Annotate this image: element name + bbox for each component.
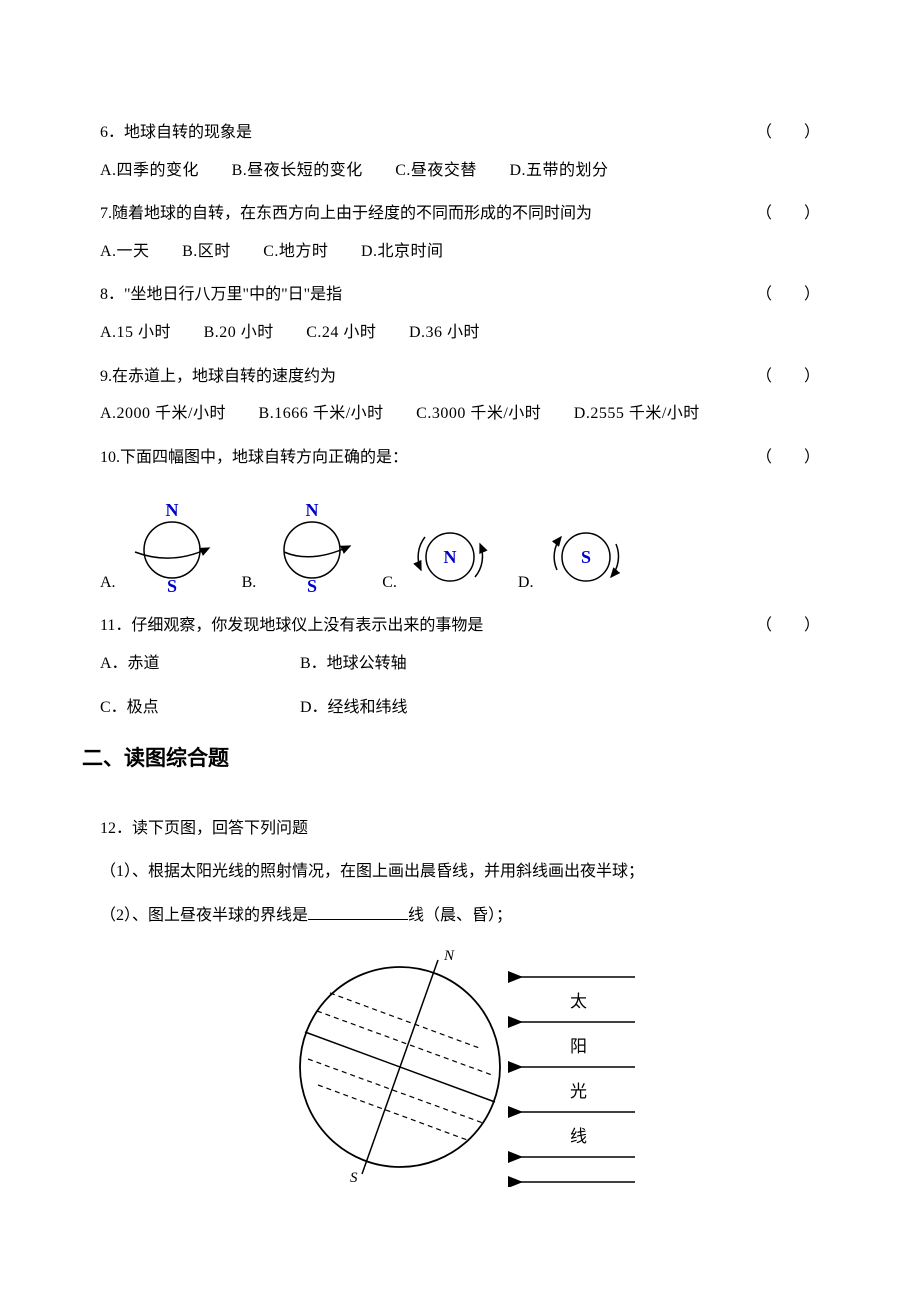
q7-opt-b[interactable]: B.区时 <box>182 243 231 260</box>
pole-s-label: S <box>167 576 177 595</box>
q12-diagram-wrap: N S 太 阳 光 线 <box>100 947 820 1187</box>
q6-row: 6．地球自转的现象是 （ ） <box>100 120 820 146</box>
q10-label-b: B. <box>242 570 257 596</box>
q12-sub1: （1）、根据太阳光线的照射情况，在图上画出晨昏线，并用斜线画出夜半球； <box>100 859 820 885</box>
q10-opt-d-wrap[interactable]: D. S <box>518 515 635 595</box>
q12-sub2-pre: （2）、图上昼夜半球的界线是 <box>100 907 308 924</box>
q12-sub2-post: 线（晨、昏）； <box>408 907 512 924</box>
q9-opt-c[interactable]: C.3000 千米/小时 <box>416 405 541 422</box>
q10-label-a: A. <box>100 570 116 596</box>
q8-options: A.15 小时 B.20 小时 C.24 小时 D.36 小时 <box>100 320 820 346</box>
q11-options-row2: C．极点 D．经线和纬线 <box>100 695 820 721</box>
q6-opt-a[interactable]: A.四季的变化 <box>100 162 199 179</box>
q9-options: A.2000 千米/小时 B.1666 千米/小时 C.3000 千米/小时 D… <box>100 401 820 427</box>
q10-opt-a-wrap[interactable]: A. N S <box>100 500 222 595</box>
globe-side-a-icon: N S <box>122 500 222 595</box>
pole-n-label: N <box>306 500 319 520</box>
q10-opt-b-wrap[interactable]: B. N S <box>242 500 363 595</box>
pole-n-center: N <box>443 547 456 567</box>
globe-side-b-icon: N S <box>262 500 362 595</box>
q8-opt-d[interactable]: D.36 小时 <box>409 324 480 341</box>
section2-heading: 二、读图综合题 <box>82 742 820 776</box>
q12-text: 12．读下页图，回答下列问题 <box>100 816 820 842</box>
q8-text: 8．"坐地日行八万里"中的"日"是指 <box>100 282 736 308</box>
q6-paren[interactable]: （ ） <box>756 120 820 146</box>
q10-diagram-row: A. N S B. N S C. N D. <box>100 500 820 595</box>
q9-row: 9.在赤道上，地球自转的速度约为 （ ） <box>100 364 820 390</box>
q12-sub2: （2）、图上昼夜半球的界线是 线（晨、昏）； <box>100 903 820 929</box>
q7-text: 7.随着地球的自转，在东西方向上由于经度的不同而形成的不同时间为 <box>100 201 736 227</box>
q8-opt-c[interactable]: C.24 小时 <box>306 324 376 341</box>
fill-blank[interactable] <box>308 904 408 920</box>
sun-char-2: 阳 <box>570 1037 587 1056</box>
q7-paren[interactable]: （ ） <box>756 201 820 227</box>
q7-row: 7.随着地球的自转，在东西方向上由于经度的不同而形成的不同时间为 （ ） <box>100 201 820 227</box>
q11-paren[interactable]: （ ） <box>756 613 820 639</box>
globe-top-n-icon: N <box>403 515 498 595</box>
pole-n-label: N <box>165 500 178 520</box>
q6-options: A.四季的变化 B.昼夜长短的变化 C.昼夜交替 D.五带的划分 <box>100 158 820 184</box>
pole-s-label: S <box>307 576 317 595</box>
pole-s-center: S <box>581 547 591 567</box>
q10-paren[interactable]: （ ） <box>756 445 820 471</box>
q10-opt-c-wrap[interactable]: C. N <box>382 515 498 595</box>
q11-opt-b[interactable]: B．地球公转轴 <box>300 651 500 677</box>
q6-opt-d[interactable]: D.五带的划分 <box>509 162 608 179</box>
q9-text: 9.在赤道上，地球自转的速度约为 <box>100 364 736 390</box>
q9-paren[interactable]: （ ） <box>756 364 820 390</box>
q8-opt-a[interactable]: A.15 小时 <box>100 324 171 341</box>
q9-opt-a[interactable]: A.2000 千米/小时 <box>100 405 226 422</box>
q10-text: 10.下面四幅图中，地球自转方向正确的是： <box>100 445 736 471</box>
q6-opt-b[interactable]: B.昼夜长短的变化 <box>232 162 363 179</box>
sun-char-4: 线 <box>570 1127 587 1146</box>
earth-sunlight-diagram-icon: N S 太 阳 光 线 <box>270 947 650 1187</box>
q10-row: 10.下面四幅图中，地球自转方向正确的是： （ ） <box>100 445 820 471</box>
q7-opt-a[interactable]: A.一天 <box>100 243 150 260</box>
q9-opt-b[interactable]: B.1666 千米/小时 <box>259 405 384 422</box>
q8-paren[interactable]: （ ） <box>756 282 820 308</box>
globe-top-s-icon: S <box>539 515 634 595</box>
q8-row: 8．"坐地日行八万里"中的"日"是指 （ ） <box>100 282 820 308</box>
q6-text: 6．地球自转的现象是 <box>100 120 736 146</box>
q7-opt-d[interactable]: D.北京时间 <box>361 243 444 260</box>
sun-char-3: 光 <box>570 1082 587 1101</box>
diagram-s-label: S <box>350 1170 358 1186</box>
q7-options: A.一天 B.区时 C.地方时 D.北京时间 <box>100 239 820 265</box>
q11-row: 11．仔细观察，你发现地球仪上没有表示出来的事物是 （ ） <box>100 613 820 639</box>
q9-opt-d[interactable]: D.2555 千米/小时 <box>574 405 700 422</box>
q8-opt-b[interactable]: B.20 小时 <box>204 324 274 341</box>
q11-text: 11．仔细观察，你发现地球仪上没有表示出来的事物是 <box>100 613 736 639</box>
q11-options-row1: A．赤道 B．地球公转轴 <box>100 651 820 677</box>
q10-label-c: C. <box>382 570 397 596</box>
q11-opt-a[interactable]: A．赤道 <box>100 651 300 677</box>
sun-char-1: 太 <box>570 992 587 1011</box>
q11-opt-d[interactable]: D．经线和纬线 <box>300 695 500 721</box>
q6-opt-c[interactable]: C.昼夜交替 <box>395 162 477 179</box>
q10-label-d: D. <box>518 570 534 596</box>
diagram-n-label: N <box>443 948 455 964</box>
q7-opt-c[interactable]: C.地方时 <box>263 243 328 260</box>
q11-opt-c[interactable]: C．极点 <box>100 695 300 721</box>
